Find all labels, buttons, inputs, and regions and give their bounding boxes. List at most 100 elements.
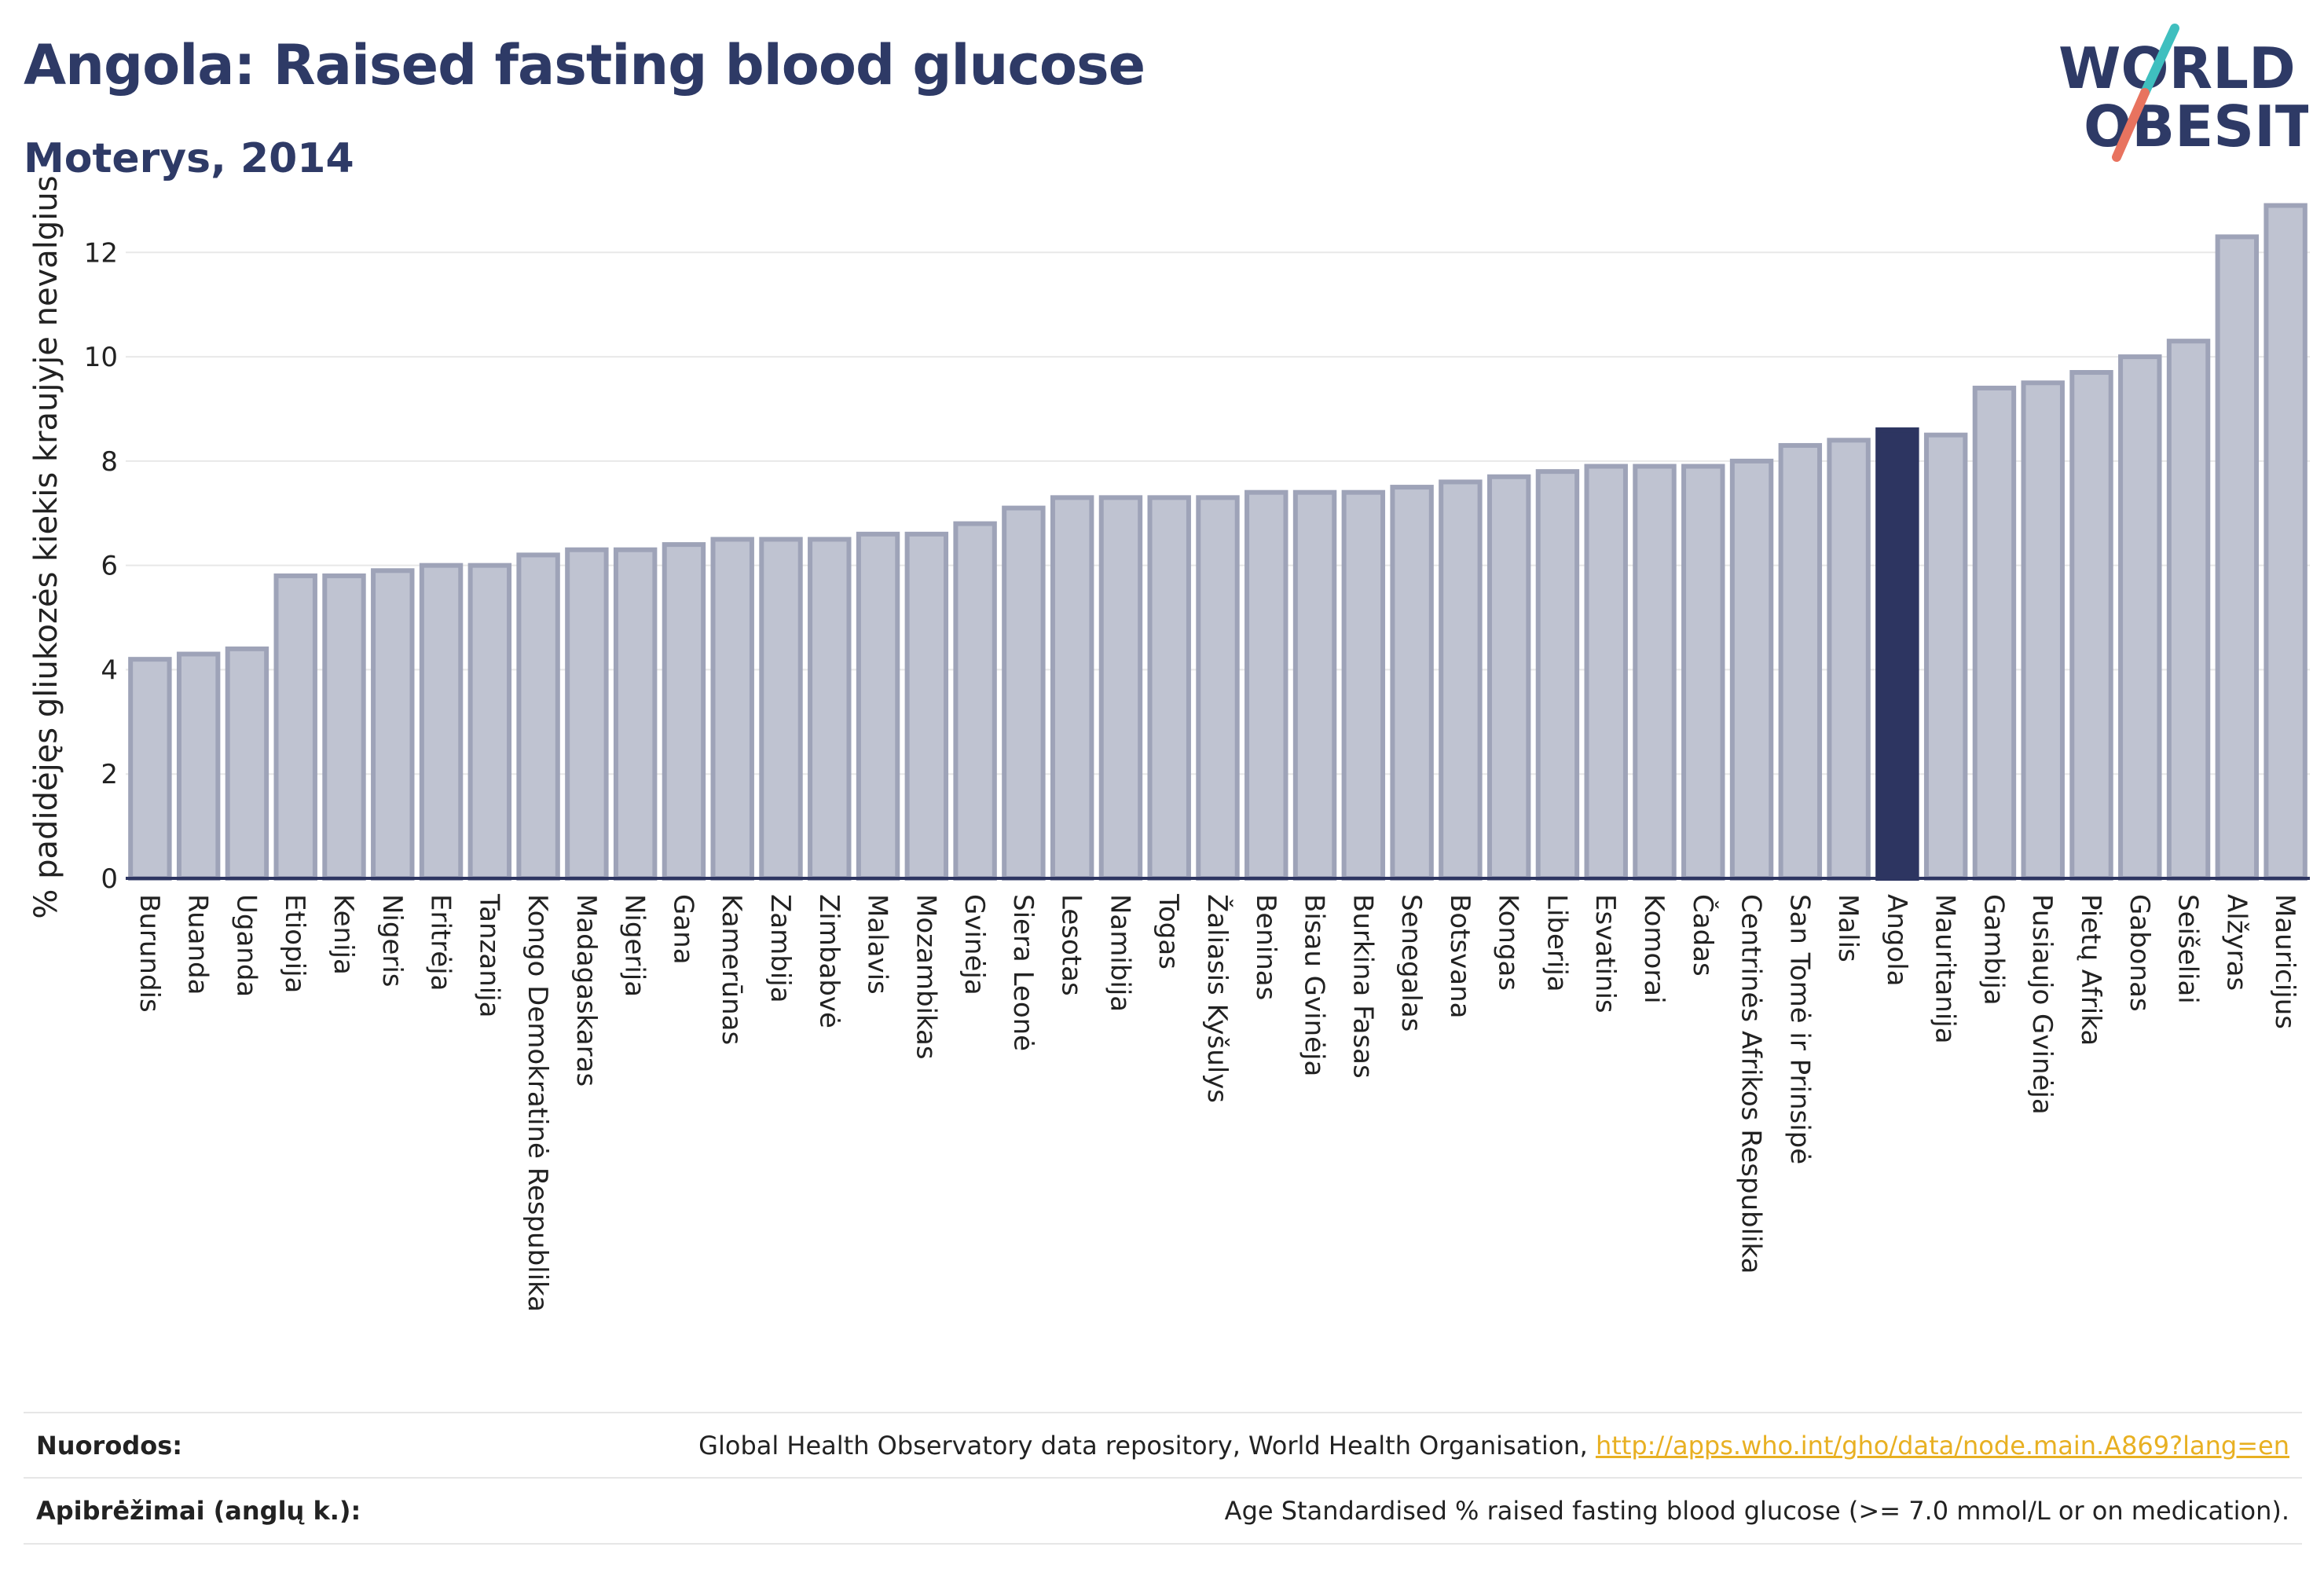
bar-uganda (225, 646, 269, 881)
bar-kongo-demokratinė-respublika (516, 552, 560, 881)
logo-slash-coral (2112, 88, 2150, 162)
y-axis-title: % padidėjęs gliukozės kiekis kraujyje ne… (28, 175, 64, 918)
category-label: Zambija (764, 894, 796, 1003)
bar-mauricijus (2264, 203, 2308, 881)
bar-mauritanija (1923, 432, 1968, 881)
world-obesity-logo: WORLD OBESITY (2058, 24, 2308, 162)
bar-pietų-afrika (2069, 370, 2113, 881)
bar-kamerūnas (710, 537, 754, 881)
bar-zambija (759, 537, 803, 881)
bar-chart: 0 2 4 6 8 10 12 Burundis Ruanda Uganda Etiopija Ke… (28, 175, 2310, 1312)
category-label: Gana (667, 894, 698, 965)
category-label: Zimbabvė (813, 894, 845, 1028)
bar-liberija (1535, 469, 1580, 881)
y-tick-label: 6 (101, 551, 118, 582)
category-label: Uganda (230, 894, 262, 997)
bar-centrinės-afrikos-respublika (1729, 458, 1774, 881)
bar-burkina-fasas (1341, 489, 1386, 881)
bar-beninas (1244, 489, 1288, 881)
category-label: Ruanda (182, 894, 214, 995)
category-label: Žaliasis Kyšulys (1201, 894, 1233, 1103)
bar-angola (1875, 427, 1919, 881)
category-label: Mozambikas (910, 894, 941, 1060)
bar-eritrėja (419, 563, 464, 881)
bar-namibija (1098, 495, 1143, 881)
y-tick-labels: 0 2 4 6 8 10 12 (84, 237, 118, 895)
bar-lesotas (1050, 495, 1094, 881)
category-label: Madagaskaras (570, 894, 602, 1087)
bar-kongas (1486, 474, 1531, 881)
category-label: Burkina Fasas (1347, 894, 1378, 1079)
category-label: Komorai (1638, 894, 1670, 1004)
bar-etiopija (273, 573, 317, 881)
footer-sources-text: Global Health Observatory data repositor… (698, 1431, 1596, 1461)
bar-bisau-gvinėja (1292, 489, 1337, 881)
footer-sources-label: Nuorodos: (36, 1431, 183, 1461)
category-label: Gabonas (2124, 894, 2155, 1012)
bar-ruanda (176, 651, 221, 881)
category-label: Eritrėja (425, 894, 456, 991)
category-label: Kongo Demokratinė Respublika (522, 894, 553, 1312)
bar-gvinėja (953, 521, 997, 881)
category-label: Pietų Afrika (2075, 894, 2106, 1046)
category-label: Mauricijus (2269, 894, 2300, 1029)
footer-definition-label: Apibrėžimai (anglų k.): (36, 1496, 361, 1526)
category-label: Nigerija (619, 894, 651, 997)
category-label: San Tomė ir Prinsipė (1783, 894, 1815, 1164)
category-label: Kenija (328, 894, 359, 975)
bar-alžyras (2215, 234, 2260, 881)
bar-esvatinis (1584, 464, 1628, 881)
footer-sources-row: Nuorodos: Global Health Observatory data… (24, 1412, 2302, 1478)
bar-komorai (1633, 464, 1677, 881)
bar-gabonas (2118, 354, 2162, 881)
category-label: Beninas (1250, 894, 1281, 1000)
category-label: Malis (1832, 894, 1864, 962)
bar-kenija (322, 573, 366, 881)
bar-žaliasis-kyšulys (1196, 495, 1240, 881)
bar-senegalas (1390, 485, 1434, 881)
category-label: Liberija (1541, 894, 1572, 992)
category-label: Etiopija (279, 894, 310, 993)
category-label: Seišeliai (2172, 894, 2204, 1004)
bars (128, 203, 2308, 881)
bar-seišeliai (2166, 339, 2211, 881)
category-label: Kamerūnas (716, 894, 747, 1045)
y-tick-label: 12 (84, 237, 118, 269)
category-label: Pusiaujo Gvinėja (2026, 894, 2058, 1115)
category-label: Tanzanija (473, 893, 504, 1017)
y-tick-label: 2 (101, 759, 118, 790)
bar-burundis (128, 657, 172, 881)
footer-sources-value: Global Health Observatory data repositor… (698, 1431, 2302, 1461)
category-label: Alžyras (2220, 894, 2252, 991)
category-label: Esvatinis (1589, 894, 1621, 1013)
y-tick-label: 8 (101, 446, 118, 478)
footer-definition-text: Age Standardised % raised fasting blood … (1224, 1496, 2289, 1526)
category-label: Botsvana (1444, 894, 1475, 1019)
bar-zimbabvė (808, 537, 852, 881)
bar-mozambikas (904, 531, 949, 881)
bar-malis (1827, 438, 1871, 881)
chart-subtitle: Moterys, 2014 (24, 135, 354, 182)
bar-nigerija (613, 547, 658, 881)
bar-siera-leonė (1002, 505, 1046, 881)
logo-slash-teal (2140, 24, 2179, 97)
category-label: Gambija (1978, 894, 2009, 1006)
footer-definition-row: Apibrėžimai (anglų k.): Age Standardised… (24, 1477, 2302, 1545)
category-label: Gvinėja (959, 894, 990, 995)
logo-line1: WORLD (2058, 35, 2296, 101)
bar-čadas (1681, 464, 1725, 881)
category-label: Togas (1153, 893, 1184, 969)
bar-gambija (1972, 385, 2017, 881)
category-label: Namibija (1104, 894, 1135, 1012)
category-label: Centrinės Afrikos Respublika (1736, 894, 1767, 1274)
category-label: Angola (1881, 894, 1912, 986)
category-label: Bisau Gvinėja (1299, 894, 1330, 1076)
category-label: Burundis (134, 894, 165, 1013)
footer-sources-link[interactable]: http://apps.who.int/gho/data/node.main.A… (1595, 1431, 2289, 1461)
category-label: Mauritanija (1930, 894, 1961, 1044)
bar-malavis (856, 531, 900, 881)
category-label: Lesotas (1056, 894, 1087, 996)
y-tick-label: 4 (101, 654, 118, 686)
category-label: Senegalas (1395, 894, 1427, 1032)
category-label: Malavis (862, 894, 893, 995)
